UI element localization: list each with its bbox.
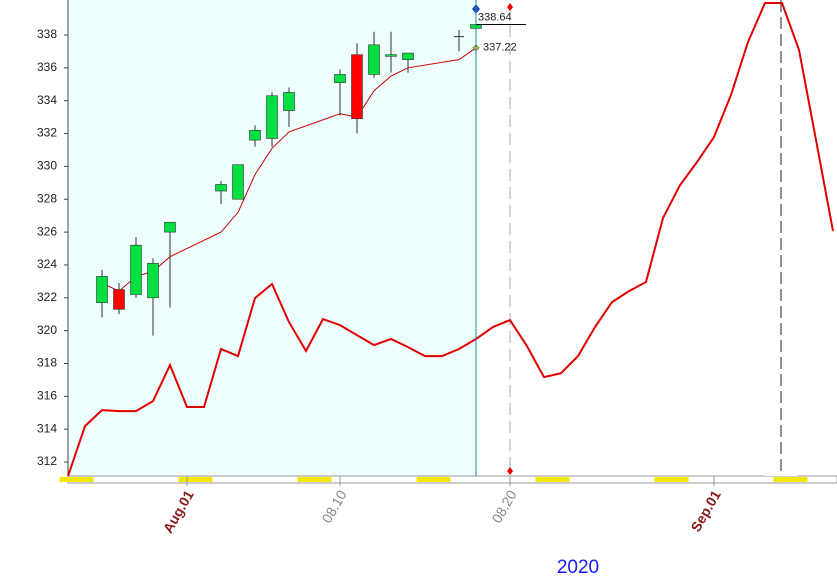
y-tick-label: 326 — [37, 224, 57, 238]
candle-body — [147, 262, 159, 299]
year-label: 2020 — [557, 557, 599, 578]
line — [67, 2, 834, 477]
candle-body — [113, 289, 125, 310]
weekend-mark — [178, 477, 213, 482]
weekend-mark — [416, 477, 451, 482]
y-tick-label: 330 — [37, 159, 57, 173]
candle-body — [351, 54, 363, 120]
y-tick-label: 338 — [37, 27, 57, 41]
weekend-mark — [773, 477, 808, 482]
y-tick-label: 332 — [37, 126, 57, 140]
y-tick-label: 336 — [37, 60, 57, 74]
candle-body — [215, 184, 227, 192]
y-tick-label: 328 — [37, 191, 57, 205]
cursor-dot — [507, 467, 513, 475]
candle-body — [164, 221, 176, 233]
y-tick-label: 314 — [37, 421, 57, 435]
candle-body — [232, 164, 244, 200]
x-tick-label: Sep.01 — [687, 487, 724, 534]
y-tick-label: 324 — [37, 257, 57, 271]
cursor-dot — [507, 3, 513, 11]
candle-body — [266, 95, 278, 139]
y-tick-label: 320 — [37, 323, 57, 337]
y-tick-label: 322 — [37, 290, 57, 304]
y-tick-label: 312 — [37, 454, 57, 468]
weekend-mark — [654, 477, 689, 482]
weekend-mark — [535, 477, 570, 482]
weekend-mark — [59, 477, 94, 482]
y-tick-label: 316 — [37, 389, 57, 403]
candle-body — [130, 244, 142, 295]
x-tick-label: 08.20 — [488, 487, 519, 526]
history-shade — [68, 0, 476, 476]
plot: 338.64 337.22 — [67, 0, 834, 477]
y-tick-label: 334 — [37, 93, 57, 107]
candle-body — [249, 129, 261, 141]
candle-body — [385, 54, 397, 57]
ma-label: 337.22 — [483, 42, 517, 54]
candle-body — [96, 276, 108, 304]
candle-body — [334, 74, 346, 83]
x-tick-label: Aug.01 — [160, 487, 197, 536]
last-price-label: 338.64 — [478, 11, 512, 23]
candle-body — [283, 92, 295, 111]
x-tick-label: 08.10 — [318, 487, 349, 526]
weekend-mark — [297, 477, 332, 482]
candle-body — [402, 52, 414, 60]
candle-body — [368, 44, 380, 75]
y-tick-label: 318 — [37, 356, 57, 370]
